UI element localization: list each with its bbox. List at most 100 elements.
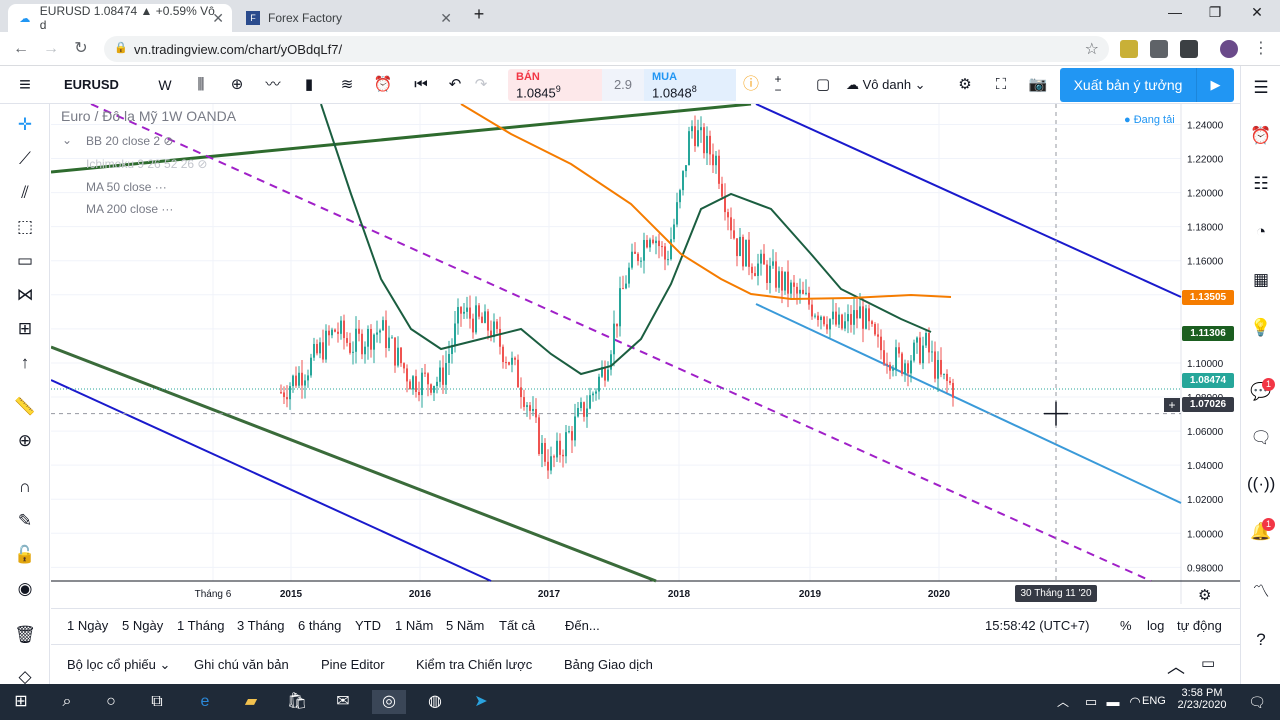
reload-icon[interactable]: ↻ [74, 40, 88, 57]
maximize-button[interactable]: ❐ [1208, 4, 1222, 20]
tab-trading-panel[interactable]: Bảng Giao dịch [564, 657, 653, 672]
rectangle-layout-icon[interactable]: ▢ [815, 76, 831, 93]
trendline-icon[interactable]: ⟋ [19, 149, 31, 168]
bookmark-star-icon[interactable]: ☆ [1084, 41, 1099, 58]
text-note-icon[interactable]: ▭ [16, 251, 34, 270]
task-view-icon[interactable]: ⧉ [151, 693, 163, 710]
rectangle-tool-icon[interactable]: ⬚ [16, 217, 34, 236]
tab-text-notes[interactable]: Ghi chú văn bản [194, 657, 289, 672]
publish-idea-button[interactable]: Xuất bản ý tưởng [1060, 68, 1196, 102]
range-ytd[interactable]: YTD [355, 618, 381, 633]
tab-eurusd[interactable]: ☁ EURUSD 1.08474 ▲ +0.59% Vô d ✕ [8, 4, 232, 32]
maximize-panel-icon[interactable]: ▭ [1201, 655, 1216, 672]
search-icon[interactable]: ⌕ [62, 693, 72, 710]
chevron-up-icon[interactable]: ︿ [1167, 657, 1185, 677]
interval-selector[interactable]: W [158, 77, 172, 93]
help-icon[interactable]: ? [1256, 630, 1266, 649]
bell-icon[interactable]: 🔔 1 [1247, 518, 1275, 546]
hidden-eye-icon[interactable]: ⊘ [197, 157, 208, 171]
hamburger-menu-icon[interactable]: ≡ [19, 74, 31, 96]
chat-icon[interactable]: 💬 1 [1247, 378, 1275, 406]
close-icon[interactable]: ✕ [212, 10, 224, 26]
buy-button[interactable]: MUA 1.08488 [644, 69, 736, 101]
eraser-icon[interactable]: ◇ [18, 667, 32, 686]
fullscreen-icon[interactable]: ⛶ [995, 76, 1007, 93]
extension-icon[interactable] [1150, 40, 1168, 58]
hotlist-icon[interactable]: ◔ [1255, 222, 1267, 241]
templates-icon[interactable]: ≋ [340, 76, 354, 93]
trash-icon[interactable]: 🗑 [14, 625, 36, 644]
redo-icon[interactable]: ↷ [474, 76, 488, 93]
tab-forex-factory[interactable]: F Forex Factory ✕ [236, 4, 460, 32]
notifications-icon[interactable]: 🗨 [1248, 694, 1266, 710]
battery-icon[interactable]: ▬ [1106, 694, 1120, 709]
calendar-list-icon[interactable]: ☷ [1253, 174, 1269, 193]
file-explorer-icon[interactable]: ▰ [244, 693, 258, 710]
tab-strategy-tester[interactable]: Kiểm tra Chiến lược [416, 657, 533, 672]
chart-canvas[interactable]: 1.240001.220001.200001.180001.160001.140… [50, 102, 1240, 604]
indicator-ma50[interactable]: MA 50 close ··· [86, 180, 167, 194]
edge-icon[interactable]: e [200, 693, 210, 710]
tray-chevron-icon[interactable]: ︿ [1056, 695, 1069, 709]
watchlist-icon[interactable]: ☰ [1253, 78, 1269, 97]
trend-icon[interactable]: 〽 [1252, 582, 1270, 601]
camera-icon[interactable]: 📷 [1028, 76, 1048, 93]
url-input[interactable]: 🔒 vn.tradingview.com/chart/yOBdqLf7/ ☆ [104, 36, 1109, 62]
range-3m[interactable]: 3 Tháng [237, 618, 285, 633]
magnet-icon[interactable]: ∩ [18, 477, 32, 496]
range-1m[interactable]: 1 Tháng [177, 618, 225, 633]
legend-collapse-icon[interactable]: ⌄ [62, 133, 73, 147]
profile-avatar[interactable] [1220, 40, 1238, 58]
hidden-eye-icon[interactable]: ⊘ [163, 134, 174, 148]
close-icon[interactable]: ✕ [440, 10, 452, 26]
layout-name-dropdown[interactable]: ☁ Vô danh ⌄ [846, 77, 926, 92]
pattern-icon[interactable]: ⋈ [16, 285, 34, 304]
arrow-up-icon[interactable]: ↑ [20, 353, 30, 372]
range-5y[interactable]: 5 Năm [446, 618, 485, 633]
tray-network-icon[interactable]: ▭ [1084, 694, 1098, 709]
alarm-clock-icon[interactable]: ⏰ [1250, 126, 1272, 145]
pitchfork-icon[interactable]: ⫽ [21, 183, 29, 202]
range-all[interactable]: Tất cả [499, 618, 536, 633]
ideas-bulb-icon[interactable]: 💡 [1250, 318, 1272, 337]
replay-icon[interactable]: ⏮ [414, 76, 428, 93]
indicator-ma200[interactable]: MA 200 close ··· [86, 202, 174, 216]
crosshair-icon[interactable]: ✛ [17, 115, 33, 134]
add-plus-icon[interactable]: + [1164, 398, 1180, 412]
financials-icon[interactable]: ▮ [304, 76, 314, 93]
language-indicator[interactable]: ENG [1142, 695, 1166, 707]
minimize-button[interactable]: — [1168, 4, 1182, 20]
indicator-ichimoku[interactable]: Ichimoku 9 26 52 26 ⊘ [86, 157, 207, 171]
price-chart[interactable]: 1.240001.220001.200001.180001.160001.140… [50, 102, 1240, 604]
wifi-icon[interactable]: ◠ [1129, 694, 1141, 709]
clock-timezone[interactable]: 15:58:42 (UTC+7) [985, 618, 1090, 633]
forward-icon[interactable]: → [43, 40, 59, 57]
mail-icon[interactable]: ✉ [336, 693, 350, 710]
store-icon[interactable]: 🛍 [286, 693, 308, 710]
extension-icon[interactable] [1120, 40, 1138, 58]
auto-toggle[interactable]: tự động [1177, 618, 1222, 633]
range-1d[interactable]: 1 Ngày [67, 618, 109, 633]
gear-icon[interactable]: ⚙ [958, 76, 972, 93]
extension-icon[interactable] [1180, 40, 1198, 58]
ruler-icon[interactable]: 📏 [14, 397, 36, 416]
windows-start-icon[interactable]: ⊞ [14, 693, 28, 710]
compare-add-icon[interactable]: ⊕ [230, 76, 244, 93]
new-tab-button[interactable]: + [473, 4, 485, 24]
menu-kebab-icon[interactable]: ⋮ [1253, 40, 1269, 57]
back-icon[interactable]: ← [13, 40, 29, 57]
streams-icon[interactable]: ((·)) [1247, 474, 1276, 493]
lock-drawings-icon[interactable]: 🔓 [14, 545, 36, 564]
close-window-button[interactable]: ✕ [1251, 4, 1263, 20]
symbol-search[interactable]: EURUSD [64, 77, 119, 92]
app-icon[interactable]: ◍ [428, 693, 442, 710]
candles-icon[interactable]: ⫼ [197, 76, 205, 93]
indicators-icon[interactable]: 〰 [265, 76, 281, 93]
undo-icon[interactable]: ↶ [448, 76, 462, 93]
range-1y[interactable]: 1 Năm [395, 618, 434, 633]
alert-icon[interactable]: ⏰ [373, 76, 393, 93]
range-5d[interactable]: 5 Ngày [122, 618, 164, 633]
zoom-in-icon[interactable]: ⊕ [17, 431, 33, 450]
tab-pine-editor[interactable]: Pine Editor [321, 657, 385, 672]
goto-date[interactable]: Đến... [565, 618, 600, 633]
